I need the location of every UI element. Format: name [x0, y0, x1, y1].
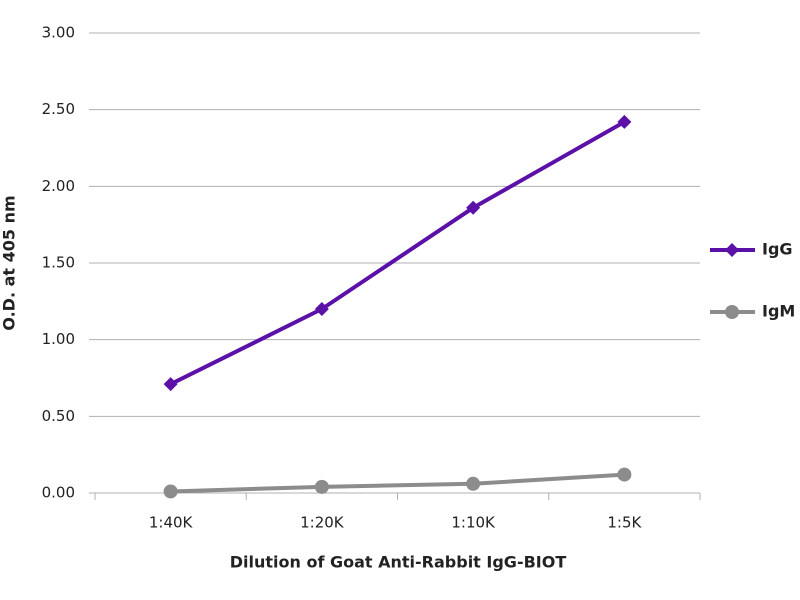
data-point	[617, 467, 632, 482]
data-point	[466, 476, 481, 491]
x-axis-title: Dilution of Goat Anti-Rabbit IgG-BIOT	[230, 553, 567, 572]
y-tick-label: 3.00	[42, 24, 75, 42]
x-tick-label: 1:40K	[149, 514, 194, 532]
data-point	[314, 302, 329, 316]
y-tick-label: 1.00	[42, 330, 75, 348]
data-point	[163, 484, 178, 499]
data-point	[617, 114, 632, 129]
legend-marker	[725, 305, 739, 319]
x-tick-label: 1:20K	[300, 514, 345, 532]
x-tick-label: 1:10K	[451, 514, 496, 532]
y-tick-label: 2.00	[42, 177, 75, 195]
data-point	[163, 377, 178, 392]
legend-label: IgG	[762, 240, 793, 259]
legend-marker	[725, 243, 739, 257]
series-line	[169, 120, 626, 386]
y-tick-label: 1.50	[42, 254, 75, 272]
data-point	[466, 200, 481, 215]
y-axis-title: O.D. at 405 nm	[0, 195, 19, 330]
y-tick-label: 0.50	[42, 407, 75, 425]
x-tick-label: 1:5K	[607, 514, 642, 532]
data-point	[314, 479, 329, 494]
legend-label: IgM	[762, 302, 795, 321]
y-tick-label: 0.00	[42, 484, 75, 502]
series-line	[170, 472, 625, 494]
y-tick-label: 2.50	[42, 100, 75, 118]
